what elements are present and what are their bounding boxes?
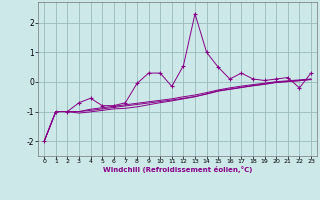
X-axis label: Windchill (Refroidissement éolien,°C): Windchill (Refroidissement éolien,°C) <box>103 166 252 173</box>
